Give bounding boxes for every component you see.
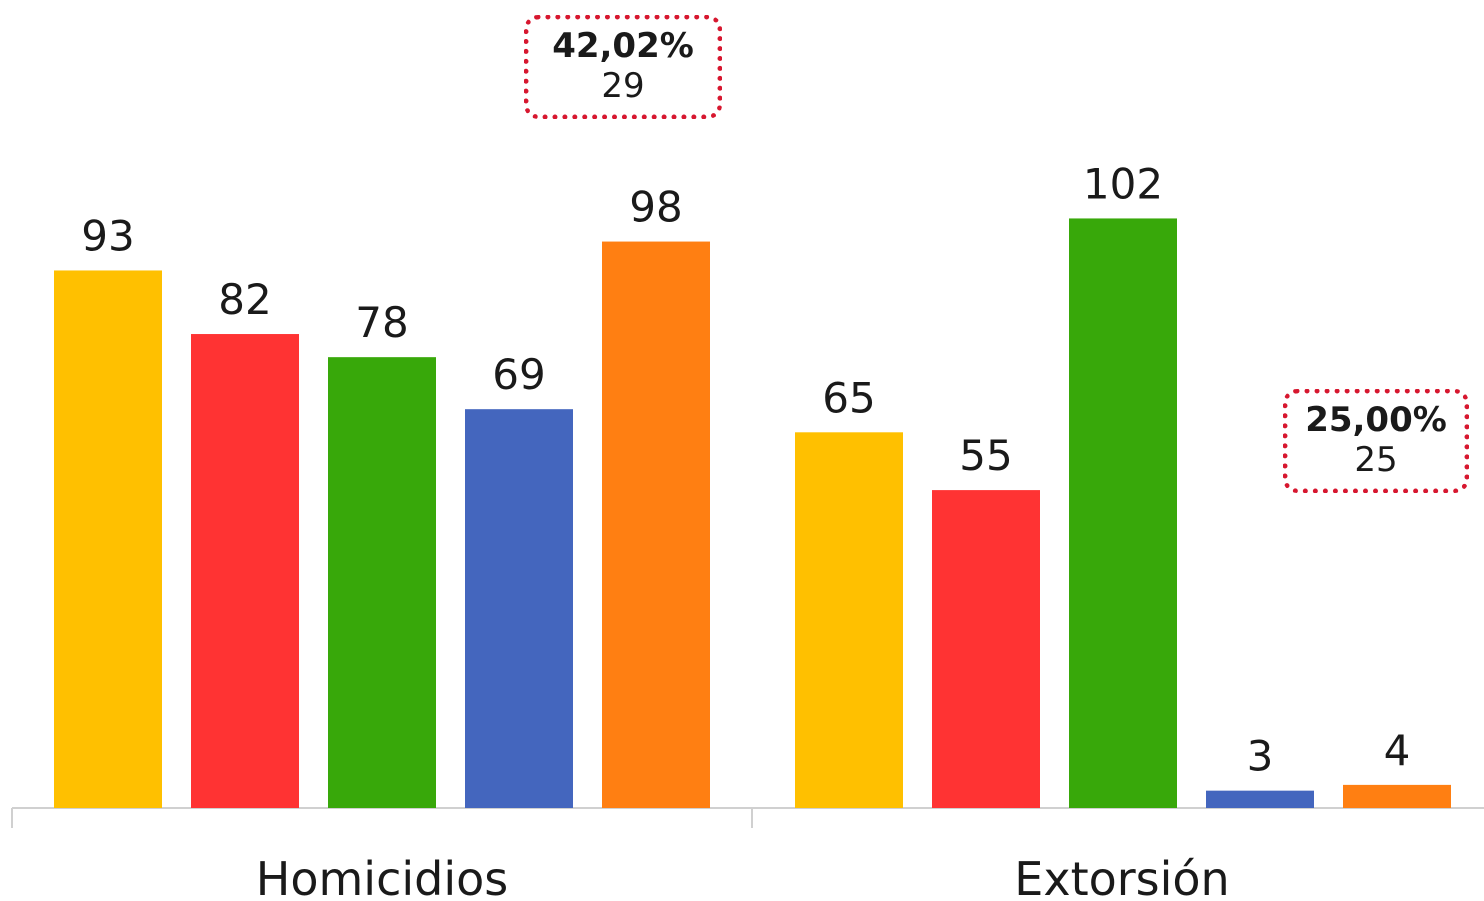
- bar-value-label: 69: [492, 350, 545, 399]
- bar-extorsin-3: [1206, 790, 1314, 808]
- bar-homicidios-2: [328, 357, 436, 808]
- bar-value-label: 4: [1384, 726, 1411, 775]
- bar-value-label: 82: [218, 275, 271, 324]
- value-labels-group: 93 82 78 69 98 65 55 102 3 4: [81, 159, 1410, 780]
- category-label: Homicidios: [256, 852, 508, 901]
- bar-extorsin-1: [932, 490, 1040, 808]
- bar-value-label: 55: [959, 431, 1012, 480]
- bar-homicidios-0: [54, 270, 162, 809]
- category-label: Extorsión: [1014, 852, 1229, 901]
- bar-value-label: 98: [629, 183, 682, 232]
- callout-value: 29: [601, 66, 645, 106]
- bar-homicidios-1: [191, 334, 299, 808]
- callout-homicidios: 42,02% 29: [524, 15, 722, 119]
- bar-homicidios-3: [465, 409, 573, 808]
- bar-value-label: 3: [1247, 732, 1274, 781]
- bar-value-label: 65: [822, 373, 875, 422]
- callout-percent: 25,00%: [1305, 400, 1447, 440]
- category-labels-group: Homicidios Extorsión: [256, 852, 1230, 901]
- callout-percent: 42,02%: [552, 26, 694, 66]
- bar-value-label: 102: [1083, 159, 1163, 208]
- callout-value: 25: [1354, 440, 1398, 480]
- bar-extorsin-4: [1343, 784, 1451, 808]
- bar-value-label: 93: [81, 211, 134, 260]
- bar-homicidios-4: [602, 241, 710, 808]
- bar-value-label: 78: [355, 298, 408, 347]
- bars-group: [54, 218, 1451, 809]
- callout-extorsion: 25,00% 25: [1283, 389, 1469, 493]
- bar-extorsin-2: [1069, 218, 1177, 808]
- bar-extorsin-0: [795, 432, 903, 808]
